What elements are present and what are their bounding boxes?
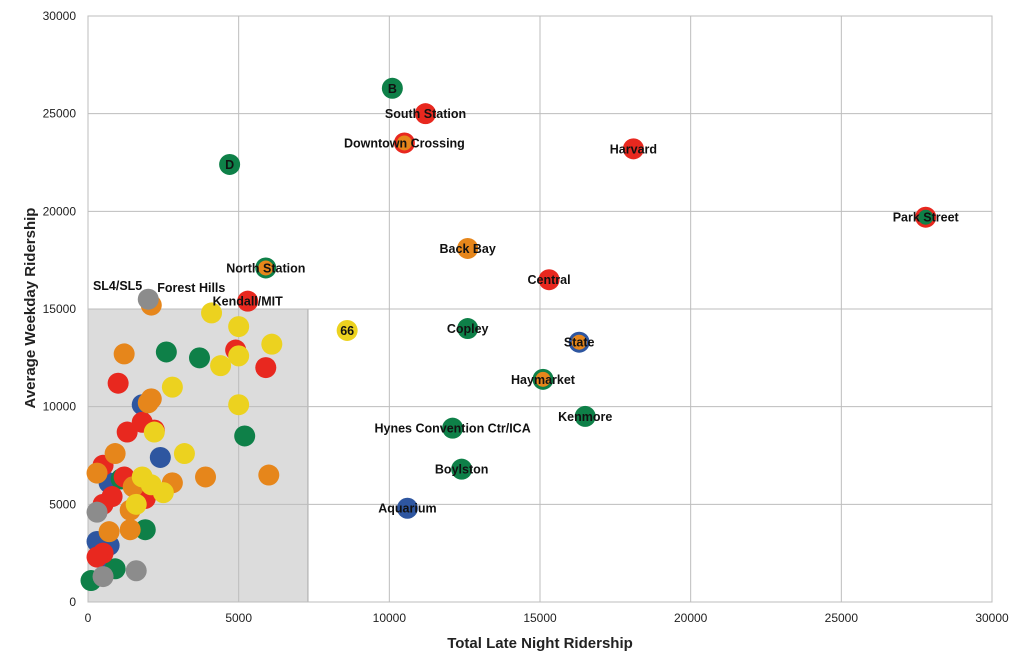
data-point: [107, 372, 129, 394]
data-point: [228, 394, 250, 416]
y-tick-label: 5000: [49, 497, 76, 511]
point-label: SL4/SL5: [93, 279, 142, 293]
x-tick-label: 0: [85, 611, 92, 625]
y-tick-label: 10000: [43, 400, 77, 414]
point-label: Kendall/MIT: [213, 295, 284, 309]
x-axis-title: Total Late Night Ridership: [447, 635, 633, 652]
labeled-data-point: [538, 269, 560, 291]
data-point: [86, 546, 108, 568]
point-label: North Station: [226, 261, 305, 275]
point-label: Boylston: [435, 463, 488, 477]
point-label: Harvard: [610, 142, 657, 156]
labeled-data-point: [414, 103, 436, 125]
data-point: [228, 316, 250, 338]
data-point: [86, 462, 108, 484]
labeled-data-point: [219, 153, 241, 175]
y-tick-label: 15000: [43, 302, 77, 316]
data-point: [155, 341, 177, 363]
labeled-data-point: [442, 417, 464, 439]
data-point: [113, 343, 135, 365]
y-tick-label: 0: [69, 595, 76, 609]
point-label: Forest Hills: [157, 281, 225, 295]
labeled-data-point: [535, 371, 551, 387]
data-point: [119, 519, 141, 541]
y-tick-label: 20000: [43, 204, 77, 218]
x-tick-label: 30000: [975, 611, 1009, 625]
point-label: Back Bay: [440, 242, 496, 256]
point-label: Hynes Convention Ctr/ICA: [374, 422, 530, 436]
data-point: [92, 566, 114, 588]
point-label: Copley: [447, 322, 489, 336]
point-label: Haymarket: [511, 373, 576, 387]
x-tick-label: 5000: [225, 611, 252, 625]
labeled-data-point: [137, 288, 159, 310]
x-tick-label: 25000: [825, 611, 859, 625]
data-point: [98, 521, 120, 543]
data-point: [152, 482, 174, 504]
data-point: [173, 443, 195, 465]
labeled-data-point: [396, 497, 418, 519]
data-point: [161, 376, 183, 398]
x-tick-label: 10000: [373, 611, 407, 625]
data-point: [143, 421, 165, 443]
x-tick-label: 15000: [523, 611, 557, 625]
data-point: [258, 464, 280, 486]
data-point: [134, 519, 156, 541]
data-point: [125, 560, 147, 582]
labeled-data-point: [918, 209, 934, 225]
data-point: [188, 347, 210, 369]
y-tick-label: 25000: [43, 107, 77, 121]
labeled-data-point: [237, 290, 259, 312]
y-tick-label: 30000: [43, 9, 77, 23]
labeled-data-point: [396, 135, 412, 151]
data-point: [137, 392, 159, 414]
data-point: [195, 466, 217, 488]
data-point: [234, 425, 256, 447]
data-point: [116, 421, 138, 443]
data-point: [261, 333, 283, 355]
labeled-data-point: [622, 138, 644, 160]
point-label: Central: [528, 273, 571, 287]
data-point: [86, 501, 108, 523]
point-label: Downtown Crossing: [344, 136, 465, 150]
data-point: [228, 345, 250, 367]
labeled-data-point: [457, 318, 479, 340]
data-point: [210, 355, 232, 377]
labeled-data-point: [574, 405, 596, 427]
point-label: 66: [340, 324, 354, 338]
y-axis-title: Average Weekday Ridership: [22, 208, 39, 409]
data-point: [149, 446, 171, 468]
plot-border: [87, 15, 993, 603]
point-label: Aquarium: [378, 502, 436, 516]
labeled-data-point: [457, 237, 479, 259]
x-tick-label: 20000: [674, 611, 708, 625]
data-point: [255, 357, 277, 379]
labeled-data-point: [381, 77, 403, 99]
point-label: Park Street: [893, 211, 960, 225]
point-label: Kenmore: [558, 410, 612, 424]
point-label: B: [388, 82, 397, 96]
labeled-data-point: [451, 458, 473, 480]
data-point: [201, 302, 223, 324]
data-point: [125, 493, 147, 515]
point-label: D: [225, 158, 234, 172]
labeled-data-point: [571, 334, 587, 350]
data-point: [104, 443, 126, 465]
labeled-data-point: [336, 319, 358, 341]
point-label: State: [564, 336, 595, 350]
labeled-data-point: [258, 260, 274, 276]
point-label: South Station: [385, 107, 466, 121]
